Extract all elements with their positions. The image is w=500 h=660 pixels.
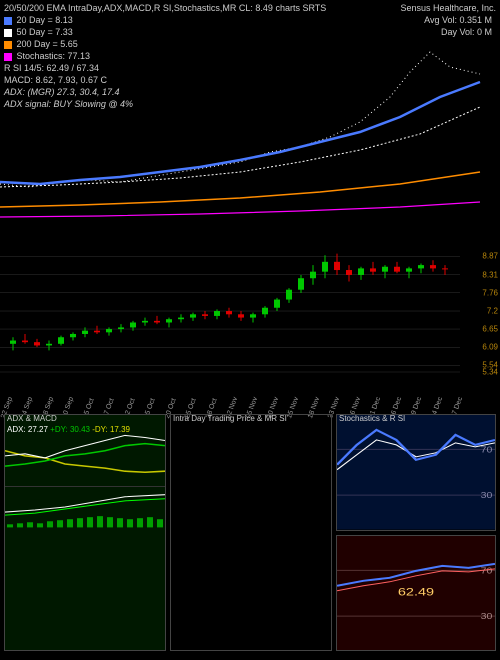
stochastics-panel[interactable]: Stochastics & R SI 30 70 bbox=[336, 414, 496, 531]
main-ema-chart[interactable] bbox=[0, 12, 500, 242]
stoch-rsi-title: Stochastics & R SI bbox=[339, 414, 405, 423]
intraday-title: Intra Day Trading Price & MR SI bbox=[173, 414, 287, 423]
adx-macd-title: ADX & MACD bbox=[7, 414, 57, 423]
indicator-panels: ADX & MACD ADX: 27.27 +DY: 30.43 -DY: 17… bbox=[0, 410, 500, 655]
adx-macd-panel[interactable]: ADX & MACD ADX: 27.27 +DY: 30.43 -DY: 17… bbox=[4, 414, 166, 651]
intraday-panel[interactable]: Intra Day Trading Price & MR SI bbox=[170, 414, 332, 651]
rsi-panel[interactable]: 307062.49 bbox=[336, 535, 496, 652]
adx-subtitle: ADX: 27.27 +DY: 30.43 -DY: 17.39 bbox=[7, 425, 130, 434]
date-axis: 22 Sep24 Sep28 Sep30 Sep05 Oct07 Oct12 O… bbox=[0, 382, 500, 410]
candlestick-chart[interactable]: 5.345.546.096.657.27.768.318.87 bbox=[0, 252, 500, 380]
svg-text:30: 30 bbox=[481, 491, 493, 500]
svg-text:70: 70 bbox=[481, 446, 493, 455]
svg-text:62.49: 62.49 bbox=[398, 585, 434, 598]
svg-text:30: 30 bbox=[481, 612, 493, 621]
